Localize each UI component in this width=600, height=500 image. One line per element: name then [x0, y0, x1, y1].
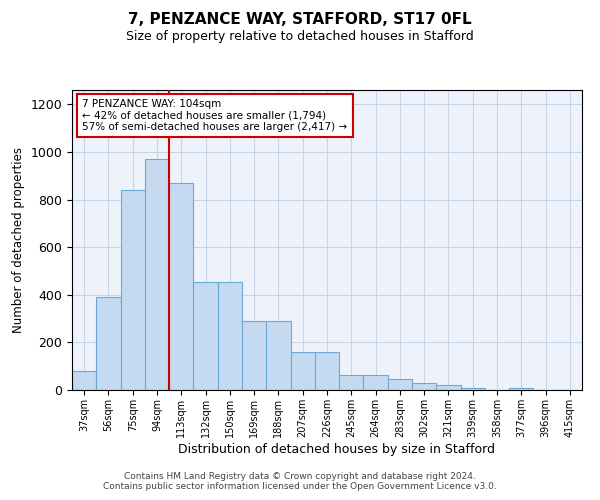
Bar [461, 388, 485, 390]
Bar [364, 374, 388, 390]
Text: Contains HM Land Registry data © Crown copyright and database right 2024.: Contains HM Land Registry data © Crown c… [124, 472, 476, 481]
Bar [388, 378, 412, 390]
Text: 7 PENZANCE WAY: 104sqm
← 42% of detached houses are smaller (1,794)
57% of semi-: 7 PENZANCE WAY: 104sqm ← 42% of detached… [82, 99, 347, 132]
Bar [193, 282, 218, 390]
Bar [266, 321, 290, 390]
Bar [436, 385, 461, 390]
Bar [509, 388, 533, 390]
Bar [218, 282, 242, 390]
Bar [96, 297, 121, 390]
Bar [315, 352, 339, 390]
Bar [290, 352, 315, 390]
Bar [121, 190, 145, 390]
Bar [169, 183, 193, 390]
Bar [339, 374, 364, 390]
Text: Contains public sector information licensed under the Open Government Licence v3: Contains public sector information licen… [103, 482, 497, 491]
Bar [72, 371, 96, 390]
Text: 7, PENZANCE WAY, STAFFORD, ST17 0FL: 7, PENZANCE WAY, STAFFORD, ST17 0FL [128, 12, 472, 28]
Bar [242, 321, 266, 390]
Text: Size of property relative to detached houses in Stafford: Size of property relative to detached ho… [126, 30, 474, 43]
Y-axis label: Number of detached properties: Number of detached properties [12, 147, 25, 333]
Bar [412, 383, 436, 390]
Text: Distribution of detached houses by size in Stafford: Distribution of detached houses by size … [178, 442, 494, 456]
Bar [145, 159, 169, 390]
